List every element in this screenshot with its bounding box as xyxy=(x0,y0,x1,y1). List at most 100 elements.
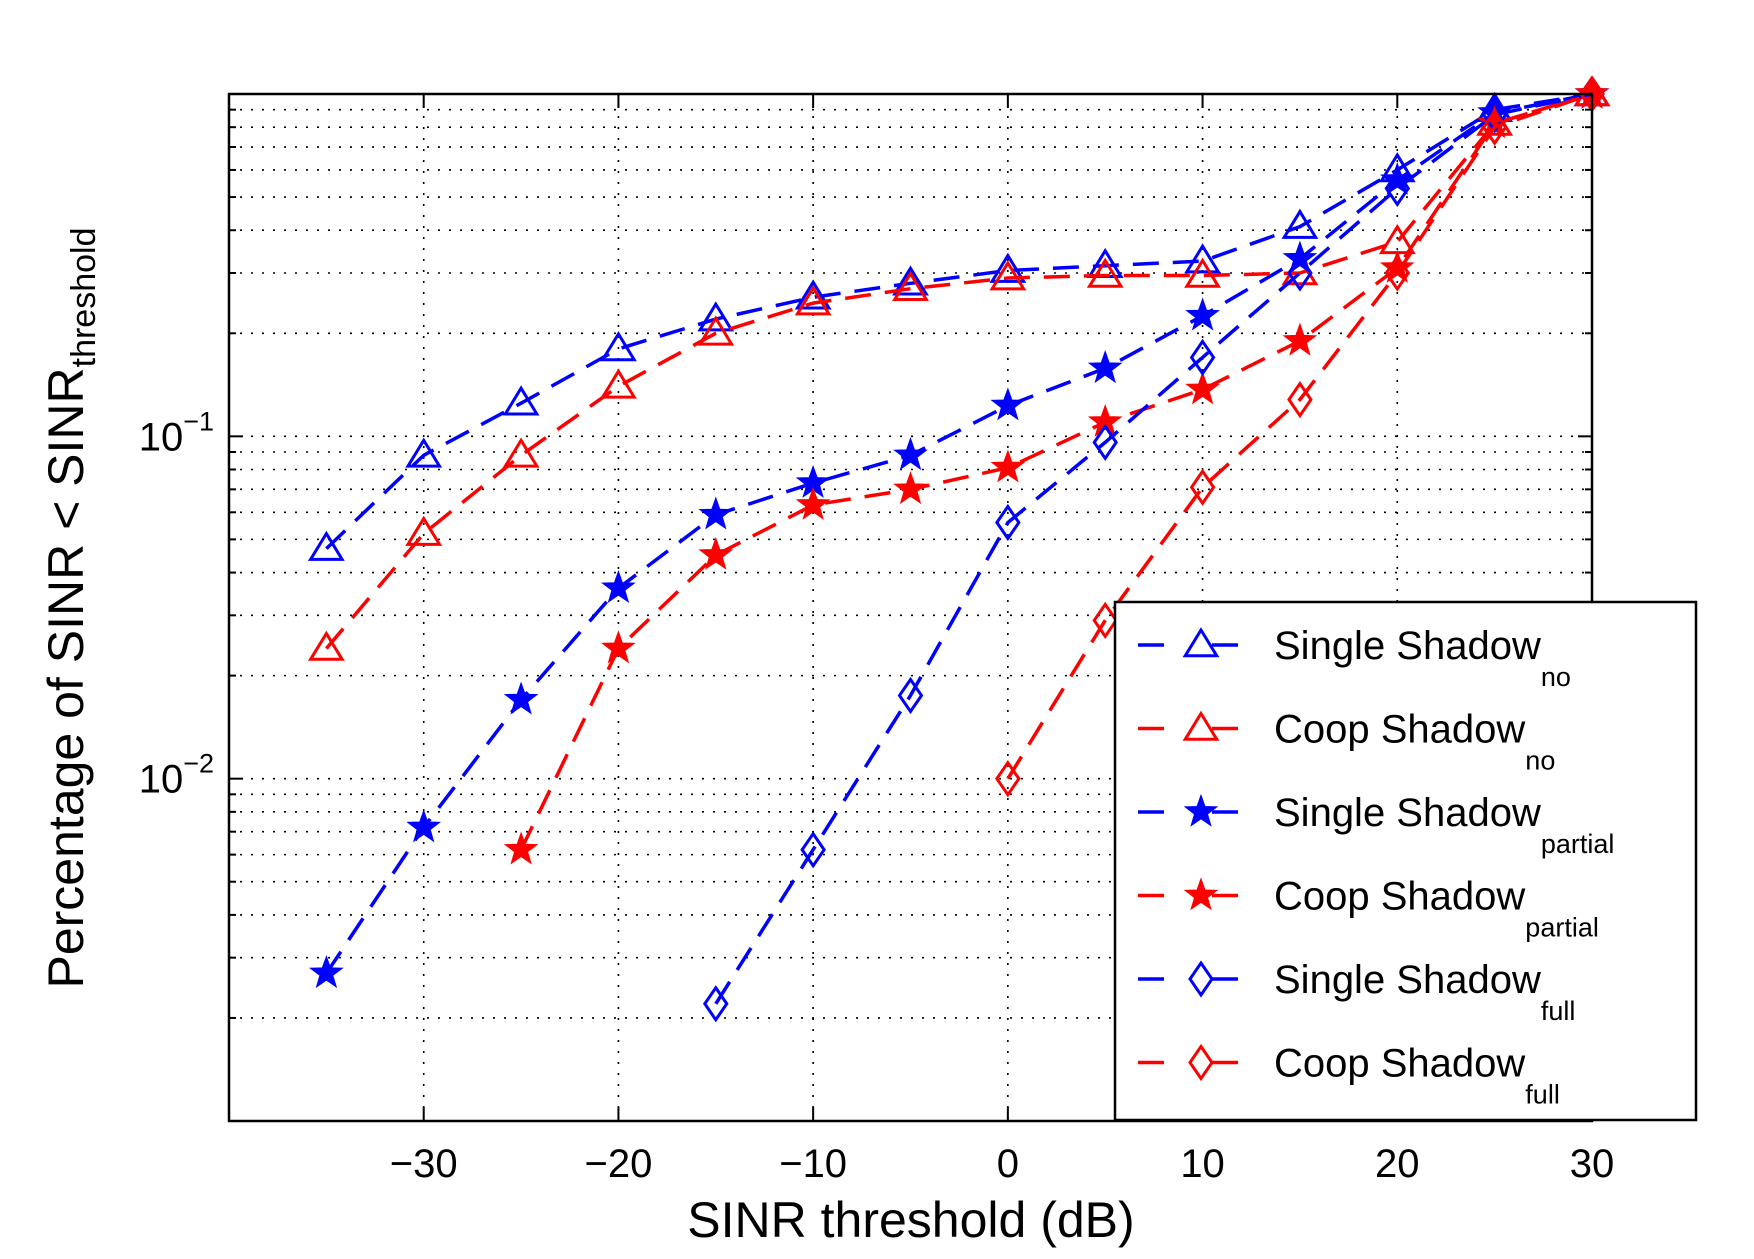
data-point xyxy=(1086,257,1124,288)
series-line xyxy=(519,92,1593,851)
data-point xyxy=(1281,208,1319,239)
data-point xyxy=(406,809,442,843)
legend-label-sub: full xyxy=(1525,1080,1560,1110)
legend-entry: Single Shadowpartial xyxy=(1138,791,1614,859)
data-point xyxy=(1384,169,1411,208)
data-point xyxy=(600,368,637,399)
legend-marker xyxy=(1182,627,1220,658)
legend-label: Single Shadowpartial xyxy=(1274,791,1614,859)
data-point xyxy=(892,265,929,296)
legend-entry: Coop Shadowpartial xyxy=(1138,875,1599,943)
data-point xyxy=(1481,108,1508,146)
x-tick-label: −30 xyxy=(390,1142,458,1186)
legend-label-name: Single Shadow xyxy=(1274,791,1541,835)
legend-marker xyxy=(1182,710,1220,741)
legend-label-name: Coop Shadow xyxy=(1274,708,1525,752)
y-axis-title-sub: threshold xyxy=(65,228,103,368)
data-point xyxy=(995,760,1021,798)
legend-entry: Single Shadowno xyxy=(1138,624,1571,692)
legend-label: Coop Shadowfull xyxy=(1274,1042,1560,1110)
data-point xyxy=(502,385,540,416)
data-point xyxy=(405,437,443,468)
data-point xyxy=(405,515,443,546)
data-point xyxy=(1282,322,1318,356)
y-axis-title-main: Percentage of SINR < SINR xyxy=(38,367,94,988)
data-point xyxy=(308,955,344,989)
legend-marker xyxy=(1183,877,1219,911)
legend-marker xyxy=(1188,1043,1214,1082)
series-line xyxy=(1006,92,1593,780)
data-point xyxy=(1287,380,1313,419)
data-point xyxy=(697,315,735,346)
data-point xyxy=(307,530,345,561)
y-tick-label-base: 10 xyxy=(139,415,184,459)
data-point xyxy=(502,437,540,468)
data-point xyxy=(601,569,636,604)
data-point xyxy=(893,437,928,471)
data-point xyxy=(897,676,924,715)
data-point xyxy=(990,449,1026,483)
data-point xyxy=(600,331,637,362)
legend-label: Coop Shadowpartial xyxy=(1274,875,1599,943)
legend-label-sub: no xyxy=(1541,662,1571,692)
data-point xyxy=(503,681,539,715)
series-3 xyxy=(503,75,1610,865)
series-line xyxy=(324,92,1593,975)
y-tick-label-exp: −1 xyxy=(183,406,214,436)
data-point xyxy=(1481,96,1508,134)
data-point xyxy=(794,285,832,316)
x-tick-label: 0 xyxy=(997,1142,1019,1186)
data-point xyxy=(1287,254,1313,292)
data-point xyxy=(1092,601,1119,640)
x-tick-label: −20 xyxy=(584,1142,652,1186)
data-point xyxy=(307,630,345,661)
data-point xyxy=(601,630,636,664)
data-point xyxy=(1184,257,1221,288)
legend-entry: Coop Shadowno xyxy=(1138,708,1555,776)
legend-entry: Single Shadowfull xyxy=(1138,958,1575,1026)
data-point xyxy=(1087,350,1123,384)
data-point xyxy=(795,486,831,520)
data-point xyxy=(503,831,539,865)
series-layer xyxy=(307,75,1611,1023)
data-point xyxy=(698,496,734,530)
series-line xyxy=(714,92,1593,1005)
x-tick-label: 30 xyxy=(1570,1142,1615,1186)
data-point xyxy=(989,252,1027,283)
x-tick-label: 20 xyxy=(1375,1142,1420,1186)
legend-label-name: Coop Shadow xyxy=(1274,875,1525,919)
legend-label-sub: full xyxy=(1541,996,1576,1026)
legend-label-sub: partial xyxy=(1525,913,1599,943)
data-point xyxy=(989,260,1027,291)
legend-marker xyxy=(1188,960,1214,998)
data-point xyxy=(800,831,826,869)
data-point xyxy=(892,270,929,301)
data-point xyxy=(702,985,729,1023)
data-point xyxy=(1189,468,1216,506)
data-point xyxy=(1185,371,1220,405)
legend-label-name: Single Shadow xyxy=(1274,624,1541,668)
y-tick-label: 10−2 xyxy=(139,749,214,802)
data-point xyxy=(990,387,1026,421)
data-point xyxy=(794,279,832,310)
y-tick-label: 10−1 xyxy=(139,406,214,459)
legend-label-name: Coop Shadow xyxy=(1274,1042,1525,1086)
legend-label: Single Shadowno xyxy=(1274,624,1571,692)
legend-label-sub: no xyxy=(1525,746,1555,776)
data-point xyxy=(697,301,735,332)
series-line xyxy=(325,92,1593,650)
data-point xyxy=(1189,338,1216,377)
data-point xyxy=(698,536,734,570)
data-point xyxy=(995,503,1021,542)
x-tick-label: −10 xyxy=(779,1142,847,1186)
legend-box xyxy=(1113,600,1698,1122)
legend-entry: Coop Shadowfull xyxy=(1138,1042,1560,1110)
series-4 xyxy=(702,75,1605,1023)
x-axis-title: SINR threshold (dB) xyxy=(687,1192,1134,1248)
legend-label-sub: partial xyxy=(1541,829,1615,859)
data-point xyxy=(1384,254,1411,292)
